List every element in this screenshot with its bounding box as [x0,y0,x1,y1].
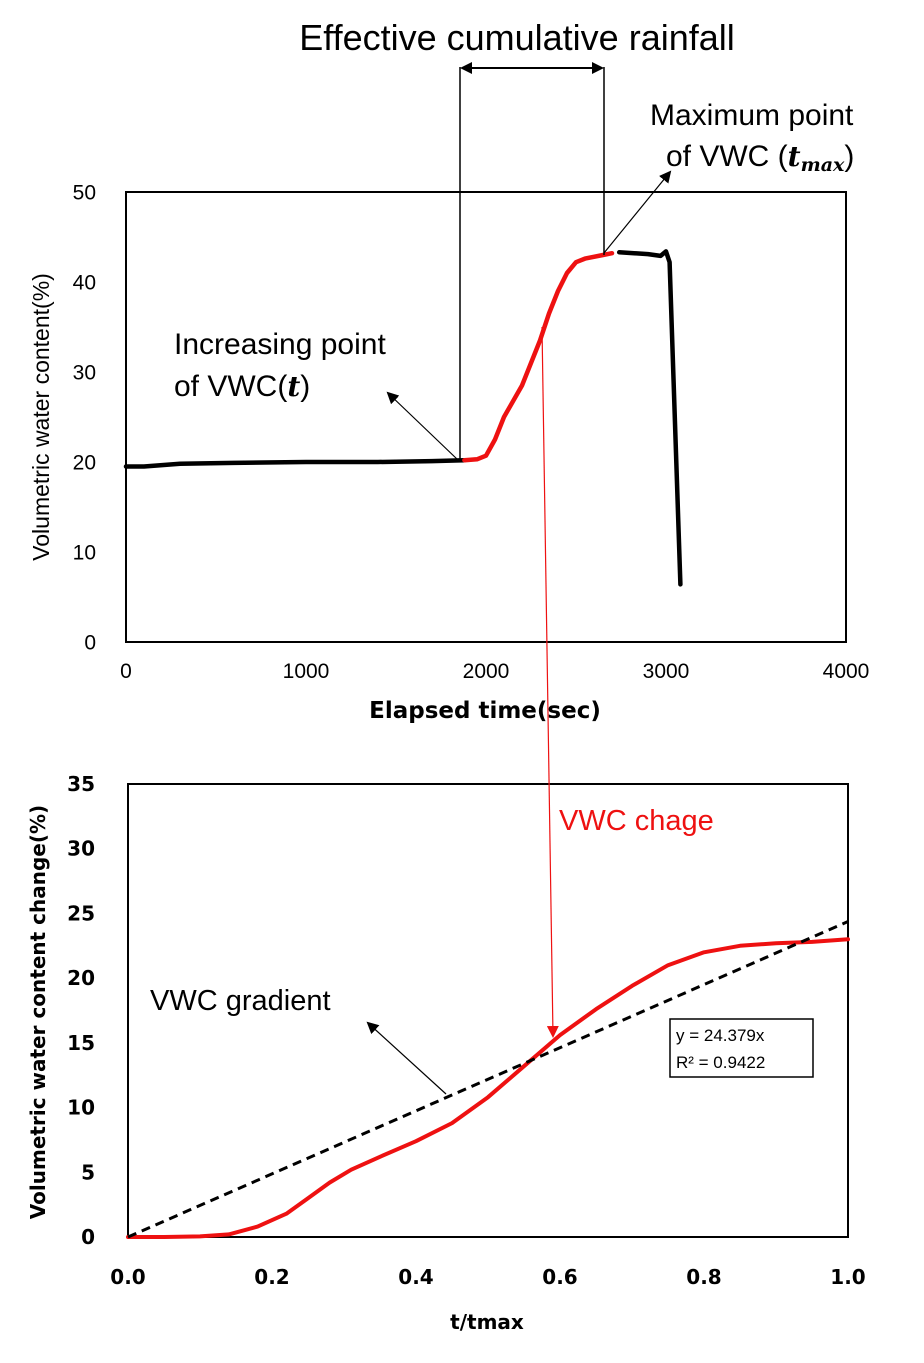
max-point-label-line2: of VWC (tmax) [666,140,854,176]
r-squared-text: R² = 0.9422 [676,1053,765,1072]
vwc-gradient-arrow [366,1021,447,1095]
increasing-point-label-line1: Increasing point [174,328,386,361]
bottom-y-tick-label: 20 [67,966,95,990]
top-x-tick-labels: 0 1000 2000 3000 4000 [120,660,869,683]
bottom-series-line [127,920,849,1239]
top-y-tick-label: 30 [73,361,96,384]
top-series-line [616,249,683,587]
top-y-axis-label: Volumetric water content(%) [28,273,54,561]
effective-rainfall-title: Effective cumulative rainfall [299,17,735,58]
top-series-line [462,250,615,463]
bottom-x-tick-label: 0.4 [398,1265,433,1289]
bottom-y-tick-label: 10 [67,1096,95,1120]
equation-text: y = 24.379x [676,1026,765,1045]
top-chart: 0 10 20 30 40 50 0 1000 2000 3000 4000 Elapsed ti… [28,181,869,724]
top-y-tick-label: 50 [73,181,96,204]
bottom-y-tick-label: 5 [81,1160,95,1184]
bottom-series-group [126,920,850,1239]
max-point-label-line1: Maximum point [650,99,854,132]
bottom-x-tick-label: 0.2 [254,1265,289,1289]
annotations: Effective cumulative rainfall Maximum po… [150,17,854,1095]
top-x-axis-label: Elapsed time(sec) [369,698,601,724]
vwc-change-connector-arrow [541,326,559,1038]
top-y-tick-labels: 0 10 20 30 40 50 [73,181,96,654]
top-x-tick-label: 3000 [643,660,690,683]
top-x-tick-label: 4000 [823,660,870,683]
top-y-tick-label: 0 [84,631,96,654]
bottom-y-tick-labels: 0 5 10 15 20 25 30 35 [67,772,95,1249]
bottom-x-tick-label: 0.8 [686,1265,721,1289]
increasing-point-label-line2: of VWC(t) [174,370,310,403]
top-y-tick-label: 20 [73,451,96,474]
bottom-y-tick-label: 0 [81,1225,95,1249]
top-series-group [123,249,683,587]
bottom-x-tick-label: 0.0 [110,1265,145,1289]
vwc-gradient-label: VWC gradient [150,985,331,1017]
max-point-arrow [603,170,672,254]
bottom-y-tick-label: 15 [67,1031,95,1055]
bottom-series-line [126,937,850,1239]
equation-box [669,1018,814,1078]
vwc-change-label: VWC chage [559,805,714,837]
bottom-y-tick-label: 35 [67,772,95,796]
top-series-line [123,457,467,469]
top-x-tick-label: 1000 [283,660,330,683]
bottom-x-tick-label: 0.6 [542,1265,577,1289]
bottom-x-tick-labels: 0.0 0.2 0.4 0.6 0.8 1.0 [110,1265,865,1289]
bottom-x-tick-label: 1.0 [830,1265,865,1289]
top-y-tick-label: 10 [73,541,96,564]
bottom-y-tick-label: 30 [67,837,95,861]
top-x-tick-label: 0 [120,660,132,683]
increasing-point-arrow [386,391,459,461]
bottom-plot-frame [127,783,849,1238]
bottom-y-tick-label: 25 [67,901,95,925]
bottom-chart: 0 5 10 15 20 25 30 35 0.0 0.2 0.4 0.6 0.8 1.0 t/tmax… [26,772,866,1334]
top-plot-frame [125,191,847,643]
bottom-x-axis-label: t/tmax [450,1310,524,1334]
bottom-y-axis-label: Volumetric water content change(%) [26,805,50,1219]
top-x-tick-label: 2000 [463,660,510,683]
top-y-tick-label: 40 [73,271,96,294]
